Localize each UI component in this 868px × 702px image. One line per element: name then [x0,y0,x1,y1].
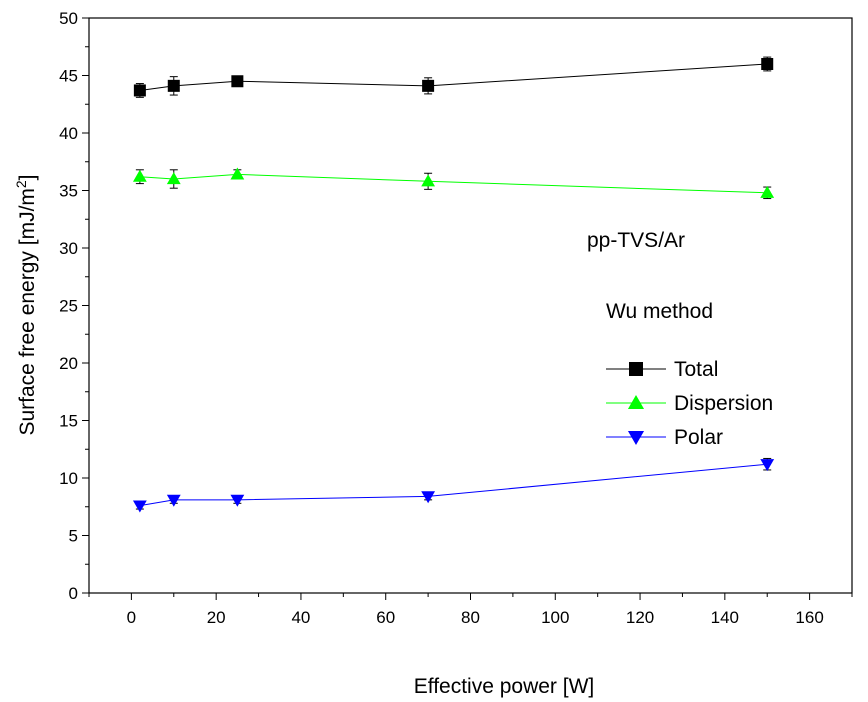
legend-item-dispersion: Dispersion [606,392,773,415]
y-tick-label: 30 [59,239,78,258]
y-tick-label: 5 [69,527,78,546]
y-axis-title-sup: 2 [13,180,29,188]
legend-item-polar: Polar [606,426,723,449]
y-tick-label: 40 [59,124,78,143]
legend-label: Total [674,358,718,381]
annotation-sample: pp-TVS/Ar [587,229,685,252]
legend-marker [627,431,645,446]
series-total [133,56,774,98]
data-point [167,79,180,92]
data-point [760,459,775,472]
x-tick-label: 20 [207,608,226,627]
x-tick-label: 0 [127,608,136,627]
legend-marker [629,362,643,376]
x-tick-label: 100 [541,608,569,627]
y-axis-title-main: Surface free energy [mJ/m [16,188,39,435]
data-point [760,185,775,198]
data-point [422,79,435,92]
x-tick-label: 60 [376,608,395,627]
legend-item-total: Total [606,358,718,381]
data-point [166,494,181,507]
legend: Total Dispersion Polar [606,358,773,449]
x-tick-label: 80 [461,608,480,627]
legend-marker [627,394,645,409]
data-point [421,491,436,504]
data-point [133,84,146,97]
y-tick-label: 10 [59,469,78,488]
y-tick-label: 35 [59,182,78,201]
x-axis-title: Effective power [W] [414,675,595,698]
data-point [761,58,774,70]
x-tick-label: 140 [711,608,739,627]
y-tick-label: 15 [59,412,78,431]
annotation-method: Wu method [606,300,713,323]
y-tick-label: 50 [59,9,78,28]
legend-label: Dispersion [674,392,773,415]
axes-layer: 0 20 40 60 80 100 120 140 160 0 5 10 15 20 25 30 35 40 45 5… [59,9,853,627]
series-polar [132,457,775,513]
x-tick-label: 40 [291,608,310,627]
data-point [132,500,147,513]
data-point [230,167,245,180]
series-dispersion [132,167,775,200]
data-point [166,172,181,185]
y-tick-label: 45 [59,67,78,86]
series-layer [132,56,775,513]
legend-label: Polar [674,426,723,449]
y-axis-title: Surface free energy [mJ/m2] [13,174,39,435]
data-point [231,75,244,88]
y-tick-label: 25 [59,297,78,316]
x-tick-label: 160 [795,608,823,627]
data-point [132,169,147,182]
data-point [230,494,245,507]
y-tick-label: 0 [69,584,78,603]
x-tick-label: 120 [626,608,654,627]
data-point [421,174,436,187]
y-tick-label: 20 [59,354,78,373]
y-axis-title-end: ] [16,174,39,180]
plot-frame [88,17,853,594]
